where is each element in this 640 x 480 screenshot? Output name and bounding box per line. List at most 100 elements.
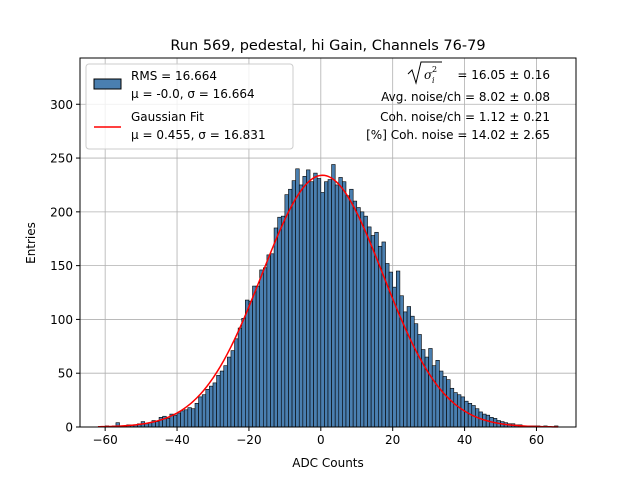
y-tick-label: 300 <box>50 98 73 112</box>
histogram-bar <box>187 407 192 428</box>
histogram-bar <box>280 215 286 428</box>
histogram-bar <box>216 375 221 428</box>
histogram-bar <box>266 254 271 428</box>
histogram-bar <box>327 179 332 428</box>
histogram-bar <box>449 387 455 428</box>
svg-text:2: 2 <box>432 65 437 74</box>
histogram-bar <box>395 270 401 428</box>
grid <box>80 58 576 428</box>
x-tick-label: 20 <box>385 433 400 447</box>
legend-rms-line2: μ = -0.0, σ = 16.664 <box>131 87 255 101</box>
histogram-bar <box>255 285 261 428</box>
histogram-bar <box>306 169 311 428</box>
histogram-bar <box>234 338 239 428</box>
histogram-bar <box>263 267 268 428</box>
histogram-bar <box>345 195 350 428</box>
legend-rms-line1: RMS = 16.664 <box>131 69 217 83</box>
legend: RMS = 16.664 μ = -0.0, σ = 16.664 Gaussi… <box>85 63 294 150</box>
histogram-bar <box>428 348 433 428</box>
histogram-bar <box>413 323 419 428</box>
histogram-bar <box>191 408 196 428</box>
histogram-bar <box>291 180 296 428</box>
histogram-bar <box>410 315 415 428</box>
x-axis-label: ADC Counts <box>292 456 364 470</box>
legend-rms-swatch <box>93 78 122 90</box>
histogram-bar <box>320 192 325 428</box>
histogram-bars <box>104 164 559 428</box>
histogram-bar <box>295 168 300 428</box>
histogram-bar <box>241 318 246 428</box>
histogram-bar <box>219 370 225 428</box>
histogram-bar <box>245 299 250 428</box>
histogram-bar <box>331 164 336 428</box>
histogram-bar <box>302 176 307 428</box>
histogram-bar <box>230 350 235 428</box>
histogram-bar <box>176 412 181 428</box>
chart-title: Run 569, pedestal, hi Gain, Channels 76-… <box>170 38 485 54</box>
histogram-bar <box>288 188 293 428</box>
histogram-bar <box>338 177 343 428</box>
histogram-bar <box>370 235 376 428</box>
y-axis-ticks: 0 50 100 150 200 250 300 <box>50 98 80 435</box>
histogram-bar <box>439 370 444 428</box>
histogram-bar <box>324 181 329 428</box>
legend-box <box>85 63 294 150</box>
histogram-bar <box>194 403 199 428</box>
x-tick-label: −60 <box>92 433 117 447</box>
histogram-bar <box>237 327 243 428</box>
sigma-value: = 16.05 ± 0.16 <box>457 68 550 82</box>
histogram-bar <box>298 184 304 428</box>
sigma-formula: σ 2 i <box>407 61 442 85</box>
histogram-bar <box>165 418 171 428</box>
histogram-bar <box>453 392 458 428</box>
histogram-bar <box>277 216 282 428</box>
svg-text:i: i <box>432 76 435 85</box>
histogram-bar <box>273 227 278 428</box>
histogram-bar <box>201 394 207 428</box>
noise-annotations: σ 2 i = 16.05 ± 0.16 Avg. noise/ch = 8.0… <box>366 61 550 142</box>
y-axis-label: Entries <box>24 222 38 264</box>
histogram-bar <box>381 241 386 428</box>
histogram-bar <box>363 215 368 428</box>
histogram-bar <box>284 194 289 428</box>
histogram-bar <box>442 376 447 428</box>
histogram-bar <box>356 207 361 428</box>
svg-text:σ: σ <box>424 68 433 82</box>
histogram-bar <box>173 414 178 428</box>
x-tick-label: 60 <box>529 433 544 447</box>
histogram-bar <box>431 365 437 428</box>
x-tick-label: 40 <box>457 433 472 447</box>
legend-fit-line2: μ = 0.455, σ = 16.831 <box>131 128 266 142</box>
y-tick-label: 50 <box>58 367 73 381</box>
y-tick-label: 100 <box>50 313 73 327</box>
histogram-bar <box>417 334 422 428</box>
avg-noise-text: Avg. noise/ch = 8.02 ± 0.08 <box>381 90 550 104</box>
histogram-bar <box>313 172 318 428</box>
histogram-bar <box>460 396 465 428</box>
y-tick-label: 200 <box>50 205 73 219</box>
histogram-bar <box>457 394 462 428</box>
gaussian-fit-curve <box>97 174 559 428</box>
histogram-bar <box>446 379 451 428</box>
x-tick-label: −40 <box>164 433 189 447</box>
histogram-bar <box>259 269 264 428</box>
histogram-bar <box>198 396 203 428</box>
x-axis-ticks: −60 −40 −20 0 20 40 60 <box>92 427 544 447</box>
histogram-bar <box>435 360 440 428</box>
histogram-bar <box>180 410 185 428</box>
histogram-bar <box>342 181 347 428</box>
histogram-bar <box>270 253 275 428</box>
histogram-bar <box>205 389 210 428</box>
histogram-bar <box>212 382 217 428</box>
y-tick-label: 150 <box>50 259 73 273</box>
y-tick-label: 0 <box>65 421 73 435</box>
histogram-bar <box>349 188 354 428</box>
histogram-bar <box>155 421 160 428</box>
histogram-bar <box>464 400 469 428</box>
histogram-bar <box>223 365 228 428</box>
histogram-bar <box>378 245 383 428</box>
histogram-bar <box>248 300 253 428</box>
x-tick-label: −20 <box>236 433 261 447</box>
histogram-bar <box>252 285 257 428</box>
